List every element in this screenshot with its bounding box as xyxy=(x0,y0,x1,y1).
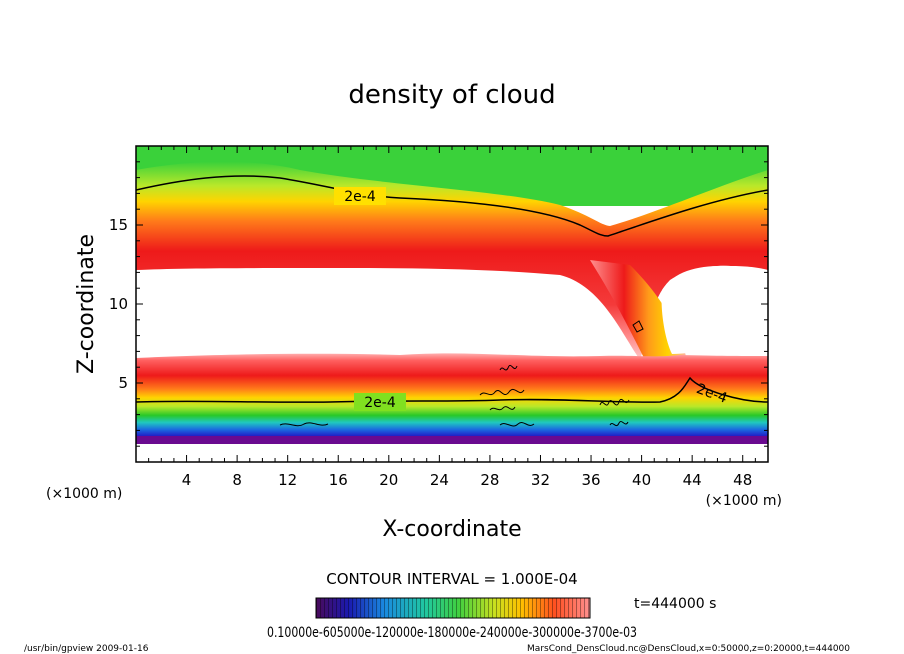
x-tick-label: 12 xyxy=(278,471,297,489)
footer-left: /usr/bin/gpview 2009-01-16 xyxy=(24,644,149,654)
contour-upper xyxy=(136,175,768,237)
contour-label-lower: 2e-4 xyxy=(364,395,396,411)
colorbar-labels: 0.10000e-605000e-120000e-180000e-240000e… xyxy=(267,625,637,641)
y-tick-label: 5 xyxy=(118,374,128,392)
contour-labels: 2e-4 2e-4 2e-4 xyxy=(334,187,729,411)
contour-lower xyxy=(136,376,768,403)
x-tick-label: 24 xyxy=(430,471,449,489)
x-tick-label: 32 xyxy=(531,471,550,489)
x-tick-label: 16 xyxy=(329,471,348,489)
clear-region-right xyxy=(661,265,768,354)
footer-right: MarsCond_DensCloud.nc@DensCloud,x=0:5000… xyxy=(527,644,850,654)
x-tick-label: 28 xyxy=(480,471,499,489)
y-axis-unit: (×1000 m) xyxy=(46,486,122,502)
x-tick-label: 4 xyxy=(182,471,192,489)
y-axis-title: Z-coordinate xyxy=(74,234,99,374)
x-tick-label: 44 xyxy=(683,471,702,489)
y-axis: 5 10 15 xyxy=(109,145,768,463)
y-tick-label: 15 xyxy=(109,216,128,234)
time-label: t=444000 s xyxy=(634,596,716,612)
lower-cloud-band xyxy=(136,353,768,442)
x-tick-label: 20 xyxy=(379,471,398,489)
x-tick-label: 36 xyxy=(581,471,600,489)
contour-island xyxy=(632,320,644,333)
x-axis-unit: (×1000 m) xyxy=(706,493,782,509)
bottom-purple-strip xyxy=(136,436,768,444)
plot-area xyxy=(136,146,768,462)
x-axis-title: X-coordinate xyxy=(382,517,521,542)
colorbar xyxy=(315,597,591,619)
upper-cloud-band xyxy=(136,161,768,360)
x-tick-label: 8 xyxy=(232,471,242,489)
x-tick-label: 48 xyxy=(733,471,752,489)
x-axis: 4 8 12 16 20 24 28 32 36 40 44 48 xyxy=(135,146,769,489)
y-tick-label: 10 xyxy=(109,295,128,313)
chart-title: density of cloud xyxy=(348,80,555,110)
contour-interval: CONTOUR INTERVAL = 1.000E-04 xyxy=(326,570,577,588)
contour-noise xyxy=(279,364,630,427)
contour-label-upper: 2e-4 xyxy=(344,189,376,205)
x-tick-label: 40 xyxy=(632,471,651,489)
